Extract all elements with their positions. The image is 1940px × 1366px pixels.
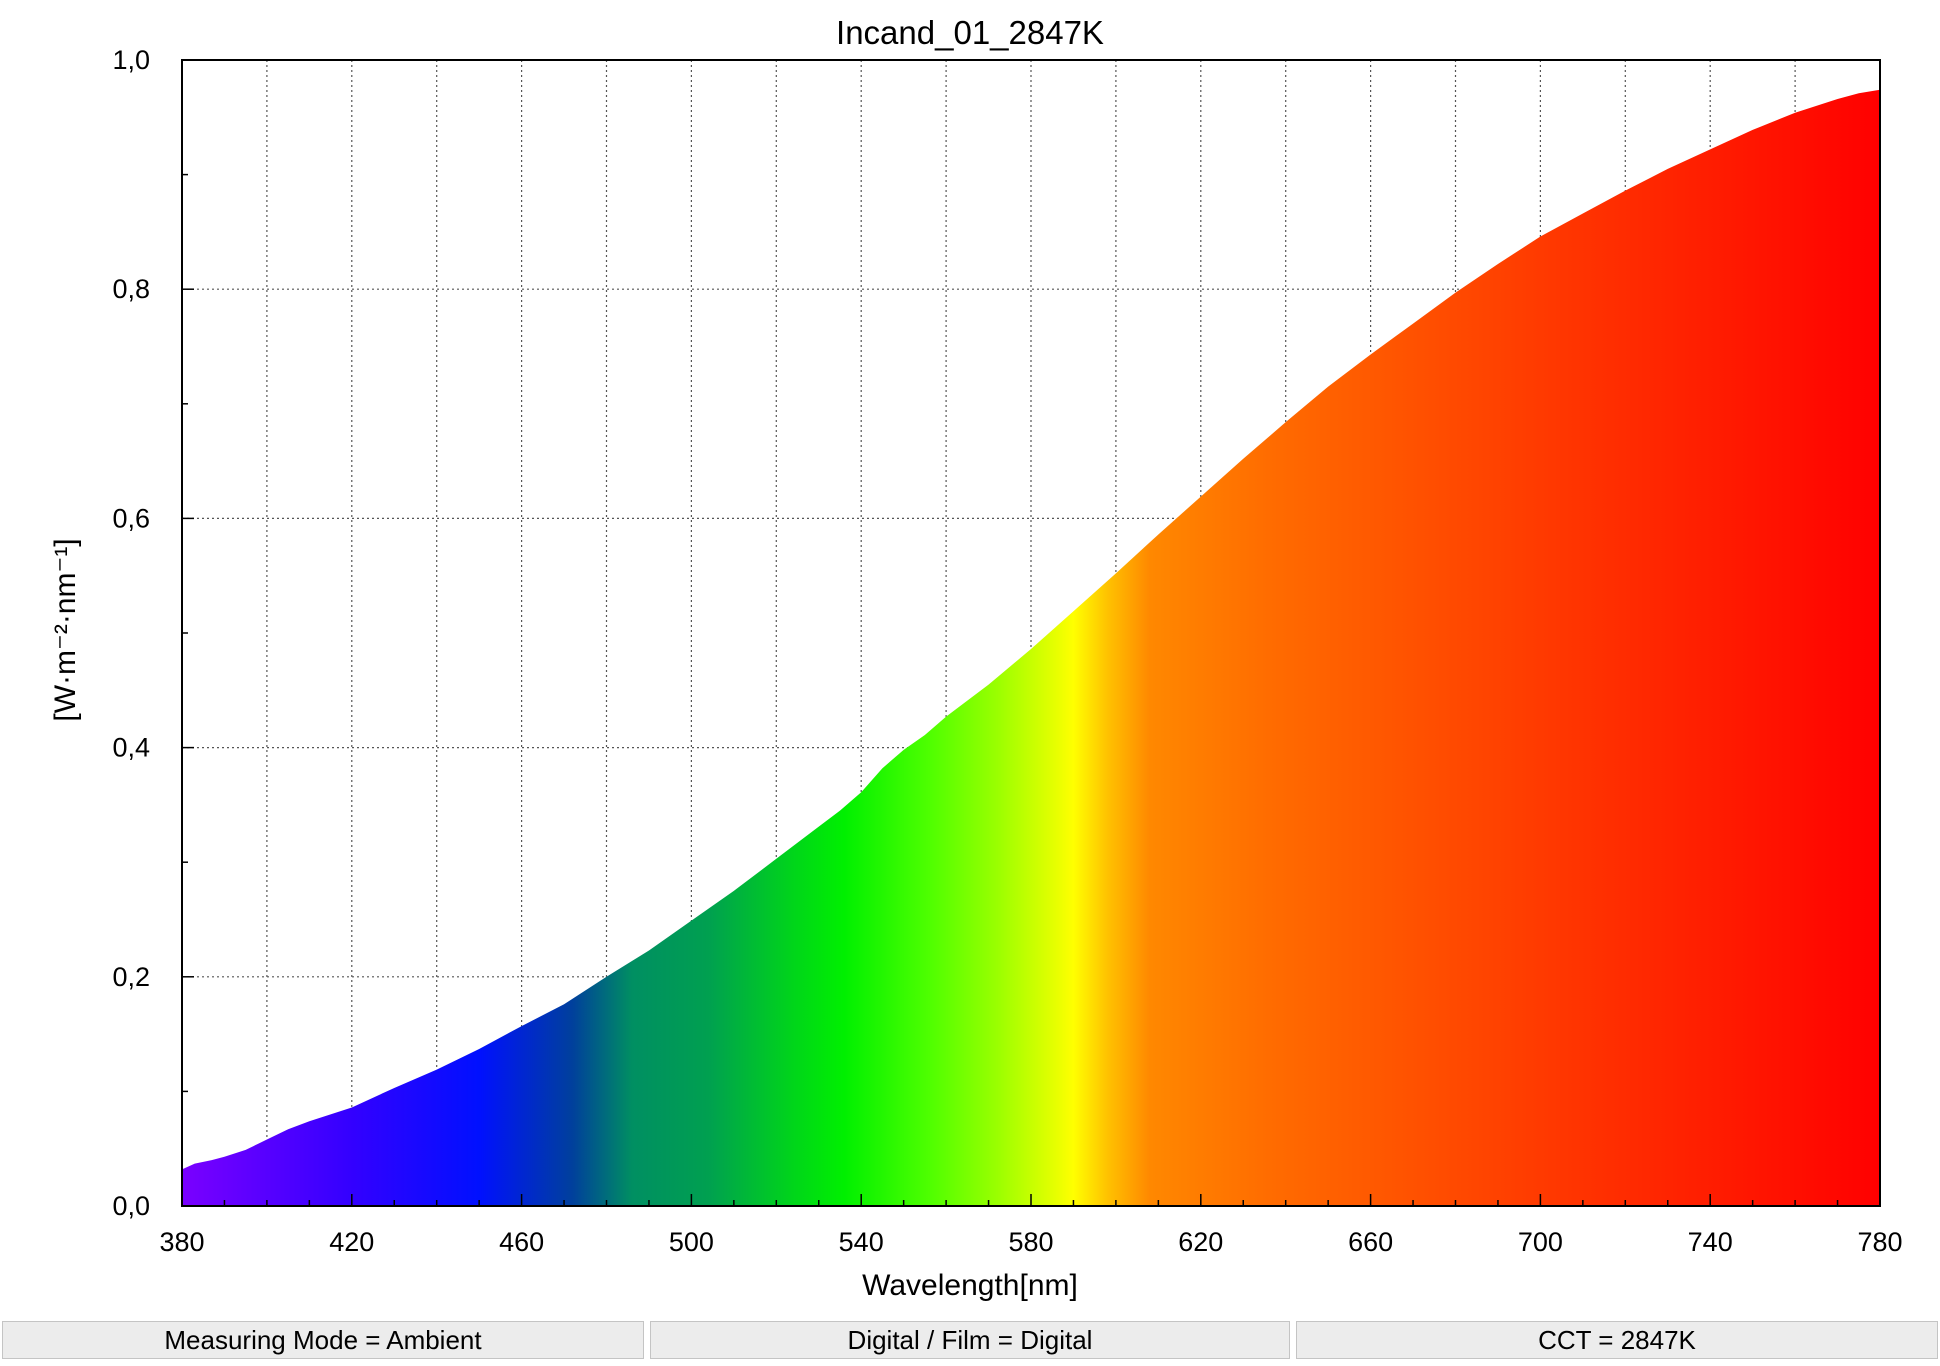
- x-tick-label: 620: [1178, 1227, 1223, 1257]
- axis-ticks: [181, 59, 1881, 1207]
- y-tick-label: 0,4: [112, 733, 150, 763]
- x-tick-label: 700: [1518, 1227, 1563, 1257]
- x-tick-label: 660: [1348, 1227, 1393, 1257]
- x-tick-label: 420: [329, 1227, 374, 1257]
- spectrum-chart: 380 420 460 500 540 580 620 660 700 740 780 0,0 0,2…: [49, 14, 1903, 1302]
- measuring-mode-status: Measuring Mode = Ambient: [2, 1321, 644, 1359]
- x-tick-label: 500: [669, 1227, 714, 1257]
- status-bar: Measuring Mode = Ambient Digital / Film …: [0, 1318, 1940, 1366]
- y-tick-label: 0,2: [112, 962, 150, 992]
- spectrum-area: [182, 89, 1880, 1206]
- cct-status: CCT = 2847K: [1296, 1321, 1938, 1359]
- x-tick-label: 740: [1688, 1227, 1733, 1257]
- x-tick-label: 580: [1008, 1227, 1053, 1257]
- x-tick-label: 780: [1857, 1227, 1902, 1257]
- x-tick-label: 540: [839, 1227, 884, 1257]
- y-tick-label: 0,0: [112, 1191, 150, 1221]
- y-tick-labels: 0,0 0,2 0,4 0,6 0,8 1,0: [112, 45, 150, 1221]
- x-tick-label: 380: [159, 1227, 204, 1257]
- y-tick-label: 0,8: [112, 274, 150, 304]
- x-tick-label: 460: [499, 1227, 544, 1257]
- y-tick-label: 1,0: [112, 45, 150, 75]
- chart-title: Incand_01_2847K: [836, 14, 1104, 51]
- y-axis-label: [W·m⁻²·nm⁻¹]: [49, 538, 82, 721]
- digital-film-status: Digital / Film = Digital: [650, 1321, 1290, 1359]
- y-tick-label: 0,6: [112, 503, 150, 533]
- x-tick-labels: 380 420 460 500 540 580 620 660 700 740 780: [159, 1227, 1902, 1257]
- x-axis-label: Wavelength[nm]: [862, 1269, 1078, 1302]
